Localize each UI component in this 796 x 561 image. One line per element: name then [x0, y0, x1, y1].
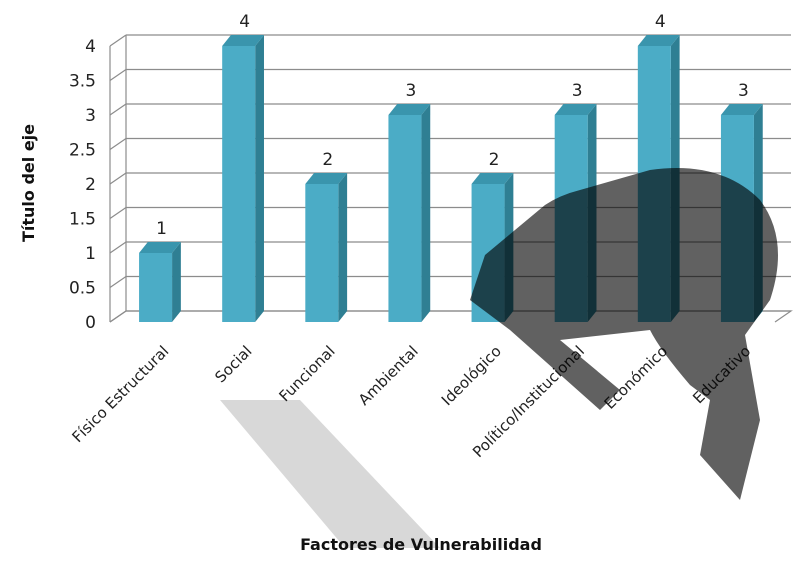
category-label: Funcional [276, 342, 339, 405]
category-label: Social [211, 342, 255, 386]
y-tick-label: 1.5 [69, 210, 96, 230]
gridline-depth [109, 34, 127, 47]
y-tick-label: 1 [85, 244, 96, 264]
category-label: Físico Estructural [68, 342, 172, 446]
gridline-depth [109, 207, 127, 219]
data-labels: 1 4 2 3 2 3 4 3 [156, 12, 749, 239]
bar-top [388, 104, 431, 115]
bar-side [421, 104, 431, 322]
y-tick-labels: 0 0.5 1 1.5 2 2.5 3 3.5 4 [69, 37, 96, 333]
watermark-logo [220, 168, 778, 548]
gridline-depth [109, 138, 127, 150]
bar-side [255, 35, 264, 322]
bar-side [172, 242, 181, 322]
watermark-shape [470, 168, 778, 500]
gridline-depth [109, 276, 127, 288]
y-tick-label: 3 [85, 106, 96, 126]
bar-top [720, 104, 763, 115]
data-label: 4 [655, 12, 666, 32]
gridline-depth [109, 103, 127, 116]
data-label: 3 [572, 81, 583, 101]
y-tick-label: 0.5 [69, 279, 96, 299]
data-label: 3 [406, 81, 417, 101]
category-label: Ideológico [438, 342, 505, 409]
gridline-depth [109, 172, 127, 185]
data-label: 3 [738, 81, 749, 101]
category-label: Ambiental [355, 342, 422, 409]
bar-front [222, 46, 256, 322]
watermark-stroke [220, 400, 440, 548]
y-axis-title: Título del eje [19, 124, 38, 242]
bar [222, 35, 264, 322]
bar-top [554, 104, 597, 115]
bar-top [139, 242, 181, 253]
bar-top [222, 35, 264, 46]
bar-top [305, 173, 348, 184]
x-axis-title: Factores de Vulnerabilidad [300, 535, 542, 554]
bar-top [637, 35, 680, 46]
data-label: 1 [156, 219, 167, 239]
data-label: 2 [322, 150, 333, 170]
bar-side [338, 173, 348, 322]
bar-front [305, 184, 339, 322]
y-tick-label: 2 [85, 175, 96, 195]
bar [305, 173, 348, 322]
gridline-depth [109, 241, 127, 254]
data-label: 2 [489, 150, 500, 170]
y-tick-label: 0 [85, 313, 96, 333]
y-tick-label: 4 [85, 37, 96, 57]
bar [388, 104, 431, 322]
data-label: 4 [239, 12, 250, 32]
bar-front [139, 253, 173, 322]
bar-top [471, 173, 514, 184]
y-tick-label: 3.5 [69, 72, 96, 92]
y-tick-label: 2.5 [69, 141, 96, 161]
gridline-depth [109, 310, 127, 323]
category-labels: Físico Estructural Social Funcional Ambient… [68, 342, 754, 461]
bar-front [388, 115, 422, 322]
category-label: Económico [601, 342, 672, 413]
gridline-depth [109, 69, 127, 81]
bar [139, 242, 181, 322]
